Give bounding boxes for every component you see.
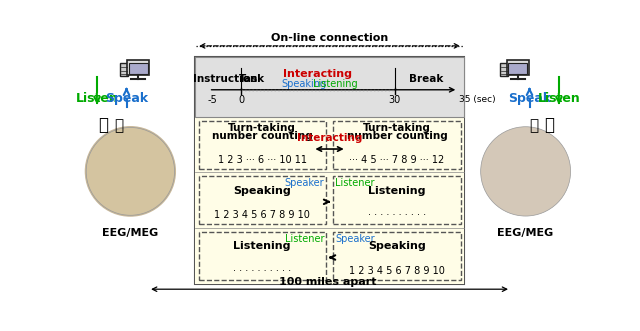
Text: Speaking: Speaking bbox=[368, 241, 426, 251]
Text: 🎙: 🎙 bbox=[544, 116, 554, 134]
Text: Listening: Listening bbox=[234, 241, 291, 251]
Bar bbox=[120, 63, 129, 76]
Bar bbox=[198, 120, 326, 168]
Bar bbox=[127, 60, 149, 75]
Text: · · · · · · · · · ·: · · · · · · · · · · bbox=[368, 211, 426, 220]
Text: Break: Break bbox=[409, 74, 444, 84]
Text: 35 (sec): 35 (sec) bbox=[459, 95, 495, 104]
Text: number counting: number counting bbox=[212, 131, 312, 141]
Text: Listen: Listen bbox=[76, 92, 118, 105]
Text: Turn-taking: Turn-taking bbox=[228, 123, 296, 133]
Text: · · · · · · · · · ·: · · · · · · · · · · bbox=[233, 266, 291, 276]
Text: 🎧: 🎧 bbox=[114, 118, 124, 133]
Text: Speaker: Speaker bbox=[335, 233, 374, 244]
Text: 1 2 3 4 5 6 7 8 9 10: 1 2 3 4 5 6 7 8 9 10 bbox=[214, 211, 310, 220]
Bar bbox=[333, 232, 461, 280]
Text: Listening: Listening bbox=[313, 78, 357, 89]
Text: 1 2 3 ··· 6 ··· 10 11: 1 2 3 ··· 6 ··· 10 11 bbox=[218, 155, 307, 165]
Bar bbox=[500, 63, 508, 76]
Text: number counting: number counting bbox=[347, 131, 447, 141]
Text: -5: -5 bbox=[207, 95, 218, 105]
Text: Listener: Listener bbox=[285, 233, 324, 244]
Bar bbox=[508, 63, 527, 73]
Text: Listen: Listen bbox=[538, 92, 580, 105]
Bar bbox=[507, 60, 529, 75]
Bar bbox=[198, 176, 326, 224]
Bar bbox=[198, 232, 326, 280]
Text: Speaking: Speaking bbox=[282, 78, 326, 89]
Text: 🎧: 🎧 bbox=[529, 118, 538, 133]
Text: 100 miles apart: 100 miles apart bbox=[279, 277, 377, 287]
Text: 🎙: 🎙 bbox=[99, 116, 108, 134]
Text: Task: Task bbox=[239, 74, 265, 84]
Text: Speaking: Speaking bbox=[233, 185, 291, 196]
Bar bbox=[333, 176, 461, 224]
Bar bbox=[333, 120, 461, 168]
Text: Instruction: Instruction bbox=[193, 74, 257, 84]
Bar bbox=[195, 117, 465, 284]
Circle shape bbox=[86, 127, 175, 215]
Bar bbox=[129, 63, 148, 73]
Text: Listener: Listener bbox=[335, 178, 374, 188]
Text: 1 2 3 4 5 6 7 8 9 10: 1 2 3 4 5 6 7 8 9 10 bbox=[349, 266, 445, 276]
Text: ··· 4 5 ··· 7 8 9 ··· 12: ··· 4 5 ··· 7 8 9 ··· 12 bbox=[349, 155, 445, 165]
Text: Speak: Speak bbox=[508, 92, 551, 105]
Text: Speak: Speak bbox=[105, 92, 148, 105]
Text: Listening: Listening bbox=[368, 185, 426, 196]
Circle shape bbox=[85, 127, 175, 216]
Bar bbox=[195, 57, 465, 284]
Text: Interacting: Interacting bbox=[297, 133, 362, 143]
Text: 0: 0 bbox=[238, 95, 244, 105]
Bar bbox=[195, 57, 465, 117]
Text: EEG/MEG: EEG/MEG bbox=[102, 228, 159, 238]
Text: Turn-taking: Turn-taking bbox=[363, 123, 431, 133]
Circle shape bbox=[481, 127, 571, 216]
Text: Interacting: Interacting bbox=[284, 70, 353, 79]
Text: Speaker: Speaker bbox=[285, 178, 324, 188]
Text: 30: 30 bbox=[388, 95, 401, 105]
Text: EEG/MEG: EEG/MEG bbox=[497, 228, 554, 238]
Text: On-line connection: On-line connection bbox=[271, 33, 388, 43]
